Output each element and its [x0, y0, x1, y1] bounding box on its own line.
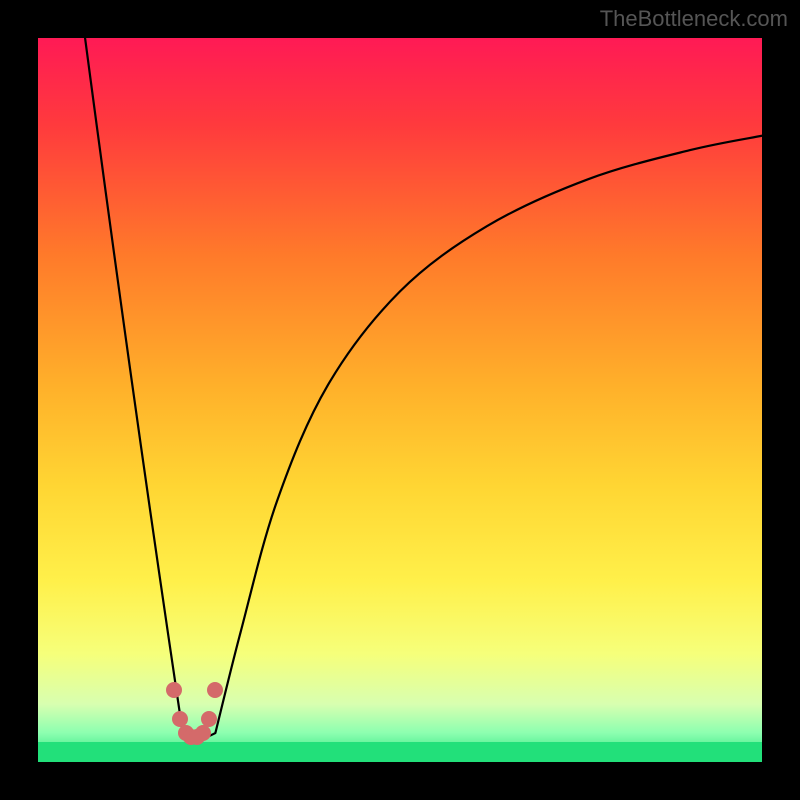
green-strip — [38, 742, 762, 762]
curve-marker — [166, 682, 182, 698]
curve-marker — [207, 682, 223, 698]
curve-marker — [195, 725, 211, 741]
curve-svg — [38, 38, 762, 762]
chart-outer: TheBottleneck.com — [0, 0, 800, 800]
watermark-text: TheBottleneck.com — [600, 6, 788, 32]
bottleneck-curve — [85, 38, 762, 738]
curve-marker — [201, 711, 217, 727]
plot-area — [38, 38, 762, 762]
